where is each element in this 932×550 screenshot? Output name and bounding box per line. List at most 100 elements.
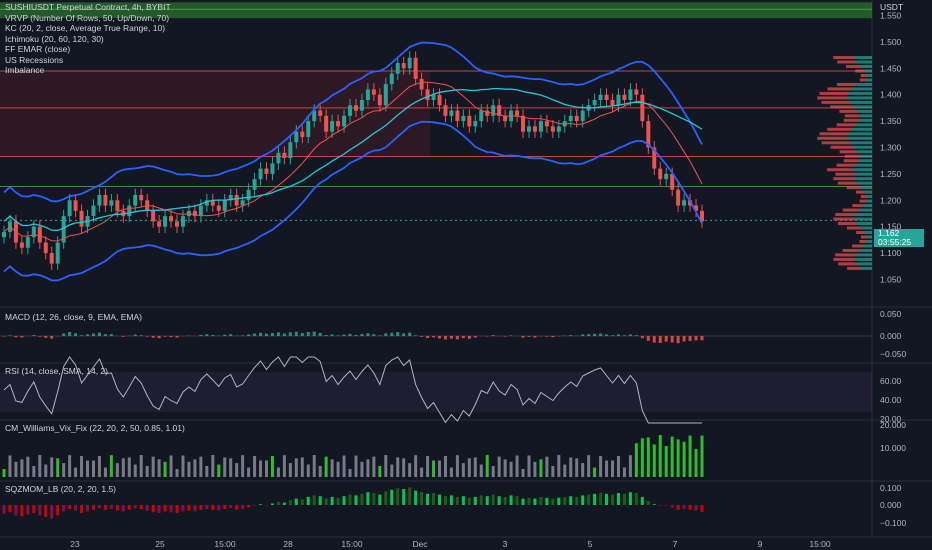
sqz-bar — [545, 497, 549, 505]
macd-histogram-bar — [581, 334, 585, 336]
vix-bar — [676, 439, 680, 477]
sqz-label[interactable]: SQZMOM_LB (20, 2, 20, 1.5) — [5, 484, 117, 494]
macd-tick-label: −0.050 — [880, 349, 907, 359]
sqz-bar — [175, 505, 179, 513]
candle — [377, 94, 382, 106]
vix-bar — [187, 461, 191, 477]
vix-bar — [282, 455, 286, 477]
candle — [598, 94, 603, 100]
vix-label[interactable]: CM_Williams_Vix_Fix (22, 20, 2, 50, 0.85… — [5, 423, 185, 433]
volume-profile-bar — [838, 222, 857, 226]
vix-bar — [360, 461, 364, 477]
candle — [210, 200, 215, 206]
sqz-bar — [44, 505, 48, 517]
x-tick-label: 15:00 — [214, 539, 236, 549]
sqz-bar — [432, 493, 436, 505]
sqz-bar — [461, 496, 465, 505]
macd-histogram-bar — [700, 336, 704, 341]
macd-histogram-bar — [80, 335, 84, 336]
candle — [628, 89, 633, 100]
rsi-tick-label: 40.00 — [880, 395, 902, 405]
candle — [276, 152, 281, 164]
sqz-bar — [91, 505, 95, 510]
volume-profile-bar — [835, 172, 856, 176]
volume-profile-bar — [863, 244, 872, 248]
vix-bar — [97, 455, 101, 477]
rsi-label[interactable]: RSI (14, close, SMA, 14, 2) — [5, 366, 108, 376]
currency-label: USDT — [880, 2, 904, 12]
vix-bar — [276, 467, 280, 477]
vix-bar — [253, 455, 257, 477]
volume-profile-bar — [852, 204, 864, 208]
candle — [497, 105, 502, 116]
candle — [449, 110, 454, 116]
macd-histogram-bar — [342, 334, 346, 336]
sqz-bar — [253, 505, 257, 506]
sqz-bar — [97, 505, 101, 509]
vix-bar — [634, 443, 638, 477]
vix-bar — [354, 455, 358, 477]
sqz-bar — [622, 493, 626, 505]
macd-histogram-bar — [2, 336, 6, 337]
sqz-bar — [157, 505, 161, 513]
macd-histogram-bar — [449, 336, 453, 339]
macd-histogram-bar — [68, 331, 72, 336]
rsi-tick-label: 60.00 — [880, 376, 902, 386]
legend-vrvp[interactable]: VRVP (Number Of Rows, 50, Up/Down, 70) — [5, 12, 170, 23]
legend-ichimoku[interactable]: Ichimoku (20, 60, 120, 30) — [5, 33, 104, 44]
macd-histogram-bar — [646, 336, 650, 341]
sqz-bar — [32, 505, 36, 513]
macd-label[interactable]: MACD (12, 26, close, 9, EMA, EMA) — [5, 312, 142, 322]
volume-profile-bar — [859, 118, 872, 122]
sqz-bar — [551, 498, 555, 505]
sqz-bar — [563, 497, 567, 505]
candle — [467, 115, 472, 127]
vix-bar — [372, 456, 376, 477]
rsi-line — [3, 356, 702, 424]
vix-bar — [467, 458, 471, 477]
macd-histogram-bar — [163, 336, 167, 337]
macd-histogram-bar — [354, 334, 358, 336]
legend-ff-emar[interactable]: FF EMAR (close) — [5, 44, 71, 54]
candle — [216, 205, 221, 211]
vix-bar — [628, 455, 632, 477]
vix-bar — [342, 455, 346, 477]
vix-bar — [473, 457, 477, 477]
sqz-bar — [2, 505, 6, 514]
macd-histogram-bar — [628, 334, 632, 336]
sqz-bar — [264, 505, 268, 506]
sqz-bar — [127, 505, 131, 510]
volume-profile-bar — [851, 168, 872, 172]
macd-histogram-bar — [74, 333, 78, 336]
price-tick-label: 1.400 — [880, 90, 902, 100]
macd-histogram-bar — [527, 336, 531, 337]
macd-histogram-bar — [569, 335, 573, 336]
price-tick-label: 1.200 — [880, 195, 902, 205]
sqz-bar — [396, 488, 400, 505]
sqz-bar — [14, 505, 18, 516]
candle — [491, 105, 496, 116]
legend-kc[interactable]: KC (20, 2, close, Average True Range, 10… — [5, 23, 166, 33]
volume-profile-bar — [846, 65, 861, 69]
sqz-bar — [533, 498, 537, 505]
macd-histogram-bar — [634, 335, 638, 336]
macd-histogram-bar — [611, 335, 615, 336]
sqz-bar — [241, 505, 245, 509]
vix-bar — [503, 459, 507, 477]
sqz-bar — [438, 494, 442, 505]
legend-us-recessions[interactable]: US Recessions — [5, 54, 64, 65]
vix-bar — [527, 455, 531, 477]
vix-bar — [646, 437, 650, 477]
sqz-bar — [336, 497, 340, 505]
vix-bar — [121, 458, 125, 477]
volume-profile-bar — [819, 91, 849, 95]
candle — [383, 84, 388, 106]
sqz-bar — [503, 497, 507, 505]
rsi-tick-label: 20.00 — [880, 414, 902, 424]
volume-profile-bar — [851, 127, 872, 131]
legend-imbalance[interactable]: Imbalance — [5, 65, 45, 75]
vix-bar — [664, 446, 668, 477]
volume-profile-bar — [864, 231, 872, 234]
sqz-bar — [348, 494, 352, 505]
